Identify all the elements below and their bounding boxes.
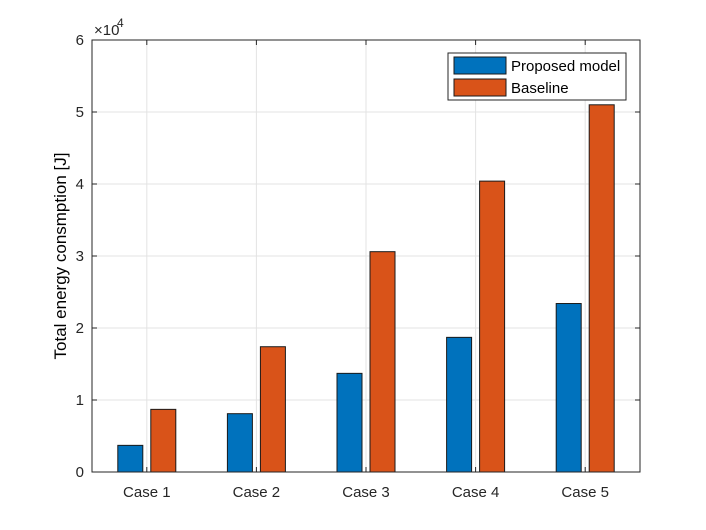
- bar-proposed-model: [446, 336, 473, 473]
- bar-baseline: [259, 346, 286, 473]
- bar-proposed-model: [336, 372, 363, 473]
- y-tick-label: 3: [76, 248, 84, 265]
- y-tick-label: 2: [76, 320, 84, 337]
- bar-baseline: [588, 104, 615, 473]
- bar-proposed-model: [117, 444, 144, 473]
- y-exponent-prefix: ×10: [94, 22, 119, 39]
- grid-layer: [92, 40, 640, 472]
- y-axis-label: Total energy consmption [J]: [51, 153, 70, 360]
- x-tick-label: Case 2: [233, 484, 281, 501]
- y-exponent-power: 4: [117, 16, 124, 30]
- bar-proposed-model: [226, 413, 253, 473]
- bar-proposed-model: [555, 303, 582, 473]
- y-tick-label: 1: [76, 392, 84, 409]
- x-tick-label: Case 4: [452, 484, 500, 501]
- legend-label-baseline: Baseline: [511, 80, 569, 97]
- legend-label-proposed-model: Proposed model: [511, 58, 620, 75]
- y-tick-label: 6: [76, 32, 84, 49]
- x-tick-label: Case 3: [342, 484, 390, 501]
- x-tick-label: Case 5: [561, 484, 609, 501]
- x-tick-label: Case 1: [123, 484, 171, 501]
- bar-baseline: [150, 408, 177, 473]
- bars-layer: [117, 104, 615, 473]
- ticks-layer: 0 1 2 3 4 5 6 Case 1 Case 2 Case 3 Case 4 Case 5: [76, 32, 640, 501]
- legend-swatch-proposed-model: [453, 56, 507, 75]
- legend-swatch-baseline: [453, 78, 507, 97]
- bar-baseline: [479, 180, 506, 473]
- legend: Proposed model Baseline: [447, 52, 627, 101]
- y-tick-label: 0: [76, 464, 84, 481]
- y-tick-label: 4: [76, 176, 84, 193]
- y-tick-label: 5: [76, 104, 84, 121]
- bar-baseline: [369, 251, 396, 473]
